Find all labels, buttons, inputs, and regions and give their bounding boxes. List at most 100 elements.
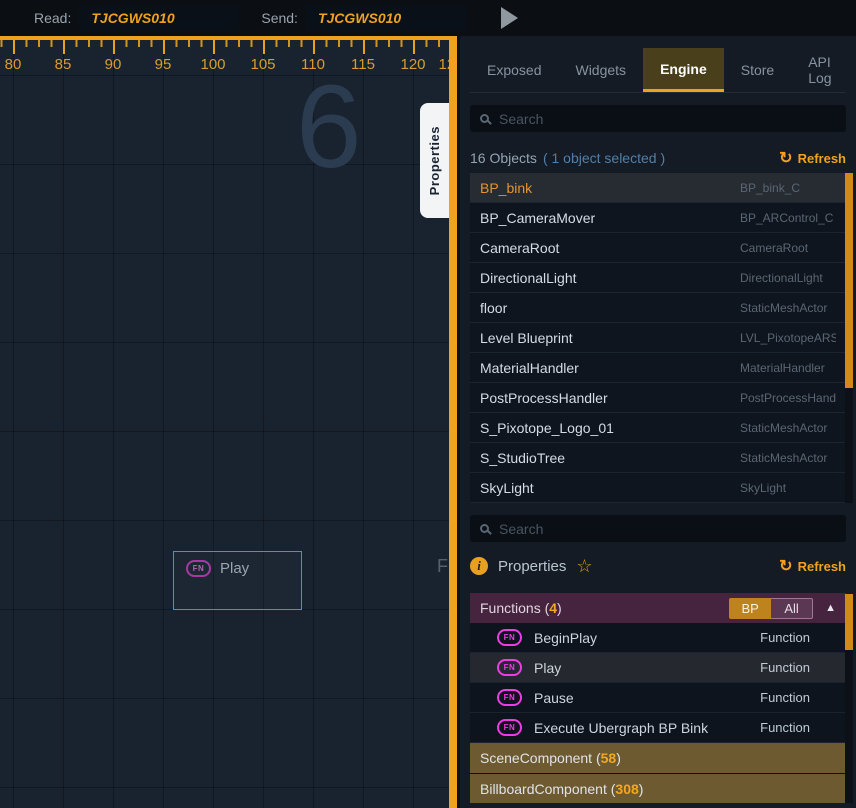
- object-row[interactable]: Level Blueprint LVL_PixotopeARSample..: [470, 323, 846, 353]
- object-name: MaterialHandler: [480, 359, 579, 376]
- function-row[interactable]: FN BeginPlay Function: [470, 623, 846, 653]
- tab-engine[interactable]: Engine: [643, 48, 724, 92]
- objects-search-input[interactable]: [499, 110, 836, 127]
- object-row[interactable]: S_Pixotope_Logo_01 StaticMeshActor: [470, 413, 846, 443]
- properties-scrollbar[interactable]: [845, 594, 853, 803]
- function-name: Pause: [534, 689, 574, 706]
- function-type: Function: [760, 690, 810, 705]
- fn-icon: FN: [497, 659, 522, 676]
- objects-search[interactable]: [470, 105, 846, 132]
- properties-side-tab[interactable]: Properties: [420, 103, 449, 218]
- object-name: BP_CameraMover: [480, 209, 596, 226]
- section-count: 58: [600, 750, 617, 766]
- properties-side-tab-label: Properties: [427, 125, 442, 196]
- objects-scrollbar[interactable]: [845, 173, 853, 503]
- functions-section-title: Functions (4): [480, 600, 562, 616]
- collapse-arrow-icon[interactable]: ▲: [825, 602, 836, 614]
- functions-section-header[interactable]: Functions (4) BP All ▲: [470, 593, 846, 623]
- object-type: LVL_PixotopeARSample..: [740, 330, 836, 345]
- canvas-ghost-text: Func: [437, 556, 457, 576]
- object-type: PostProcessHandler: [740, 390, 836, 405]
- info-icon[interactable]: i: [470, 557, 488, 575]
- scrollbar-thumb[interactable]: [845, 594, 853, 650]
- object-type: SkyLight: [740, 480, 787, 495]
- object-row[interactable]: BP_CameraMover BP_ARControl_C: [470, 203, 846, 233]
- fn-icon: FN: [497, 629, 522, 646]
- object-type: MaterialHandler: [740, 360, 825, 375]
- refresh-label: Refresh: [797, 558, 846, 574]
- function-type: Function: [760, 660, 810, 675]
- object-row[interactable]: CameraRoot CameraRoot: [470, 233, 846, 263]
- objects-list: BP_bink BP_bink_C BP_CameraMover BP_ARCo…: [470, 173, 846, 503]
- object-type: CameraRoot: [740, 240, 809, 255]
- object-type: StaticMeshActor: [740, 450, 828, 465]
- functions-list: FN BeginPlay Function FN Play Function F…: [470, 623, 846, 743]
- fn-icon: FN: [497, 719, 522, 736]
- section-title: BillboardComponent (308): [480, 780, 644, 797]
- ruler-label: 95: [154, 56, 172, 73]
- search-icon: [480, 524, 489, 533]
- ruler-label: 80: [4, 56, 22, 73]
- refresh-icon: ↻: [779, 558, 793, 575]
- object-row[interactable]: S_StudioTree StaticMeshActor: [470, 443, 846, 473]
- properties-header: i Properties ☆ ↻ Refresh: [470, 555, 846, 577]
- filter-all-button[interactable]: All: [771, 597, 814, 619]
- objects-refresh-button[interactable]: ↻ Refresh: [779, 148, 846, 168]
- object-name: floor: [480, 299, 508, 316]
- play-widget-label: Play: [220, 560, 250, 577]
- object-name: S_StudioTree: [480, 449, 566, 466]
- play-function-widget[interactable]: FN Play: [173, 551, 302, 610]
- properties-refresh-button[interactable]: ↻ Refresh: [779, 556, 846, 576]
- scene-component-header[interactable]: SceneComponent (58): [470, 743, 846, 773]
- objects-count: 16 Objects: [470, 150, 537, 166]
- ruler-label: 125: [438, 56, 456, 73]
- ruler-label: 110: [301, 56, 325, 73]
- scrollbar-thumb[interactable]: [845, 173, 853, 388]
- tab-store[interactable]: Store: [740, 62, 775, 78]
- function-row[interactable]: FN Play Function: [470, 653, 846, 683]
- object-row[interactable]: BP_bink BP_bink_C: [470, 173, 846, 203]
- billboard-component-header[interactable]: BillboardComponent (308): [470, 773, 846, 803]
- tab-divider: [470, 92, 846, 93]
- refresh-icon: ↻: [779, 150, 793, 167]
- viewport-canvas[interactable]: 80 85 90 95 100 105 110 115 120 125 6 Fu…: [0, 36, 457, 808]
- star-icon[interactable]: ☆: [576, 555, 593, 576]
- function-type: Function: [760, 630, 810, 645]
- function-name: BeginPlay: [534, 629, 598, 646]
- properties-search[interactable]: [470, 515, 846, 542]
- canvas-grid: 80 85 90 95 100 105 110 115 120 125 6 Fu…: [0, 40, 449, 808]
- object-row[interactable]: MaterialHandler MaterialHandler: [470, 353, 846, 383]
- object-type: DirectionalLight: [740, 270, 823, 285]
- filter-bp-button[interactable]: BP: [729, 597, 772, 619]
- ruler-major-ticks: [0, 40, 449, 54]
- send-input[interactable]: [305, 5, 466, 31]
- ruler-label: 90: [104, 56, 122, 73]
- tab-api-log[interactable]: API Log: [808, 54, 832, 86]
- object-row[interactable]: DirectionalLight DirectionalLight: [470, 263, 846, 293]
- tab-exposed[interactable]: Exposed: [487, 62, 542, 78]
- play-icon[interactable]: [500, 7, 518, 29]
- ruler-label: 115: [351, 56, 375, 73]
- object-name: PostProcessHandler: [480, 389, 608, 406]
- function-row[interactable]: FN Execute Ubergraph BP Bink Function: [470, 713, 846, 743]
- object-name: CameraRoot: [480, 239, 560, 256]
- function-name: Play: [534, 659, 562, 676]
- top-bar: Read: Send:: [0, 0, 856, 36]
- properties-search-input[interactable]: [499, 520, 836, 537]
- object-name: Level Blueprint: [480, 329, 573, 346]
- object-row[interactable]: SkyLight SkyLight: [470, 473, 846, 503]
- object-type: BP_ARControl_C: [740, 210, 834, 225]
- section-count: 308: [615, 780, 639, 797]
- object-name: S_Pixotope_Logo_01: [480, 419, 614, 436]
- canvas-watermark: 6: [296, 61, 362, 193]
- object-name: SkyLight: [480, 479, 534, 496]
- object-row[interactable]: PostProcessHandler PostProcessHandler: [470, 383, 846, 413]
- object-row[interactable]: floor StaticMeshActor: [470, 293, 846, 323]
- tab-widgets[interactable]: Widgets: [575, 62, 627, 78]
- object-name: BP_bink: [480, 179, 533, 196]
- objects-header: 16 Objects ( 1 object selected ) ↻ Refre…: [470, 148, 846, 168]
- read-input[interactable]: [79, 5, 240, 31]
- panel-tab-bar: Exposed Widgets Engine Store API Log: [470, 48, 846, 92]
- function-type: Function: [760, 720, 810, 735]
- function-row[interactable]: FN Pause Function: [470, 683, 846, 713]
